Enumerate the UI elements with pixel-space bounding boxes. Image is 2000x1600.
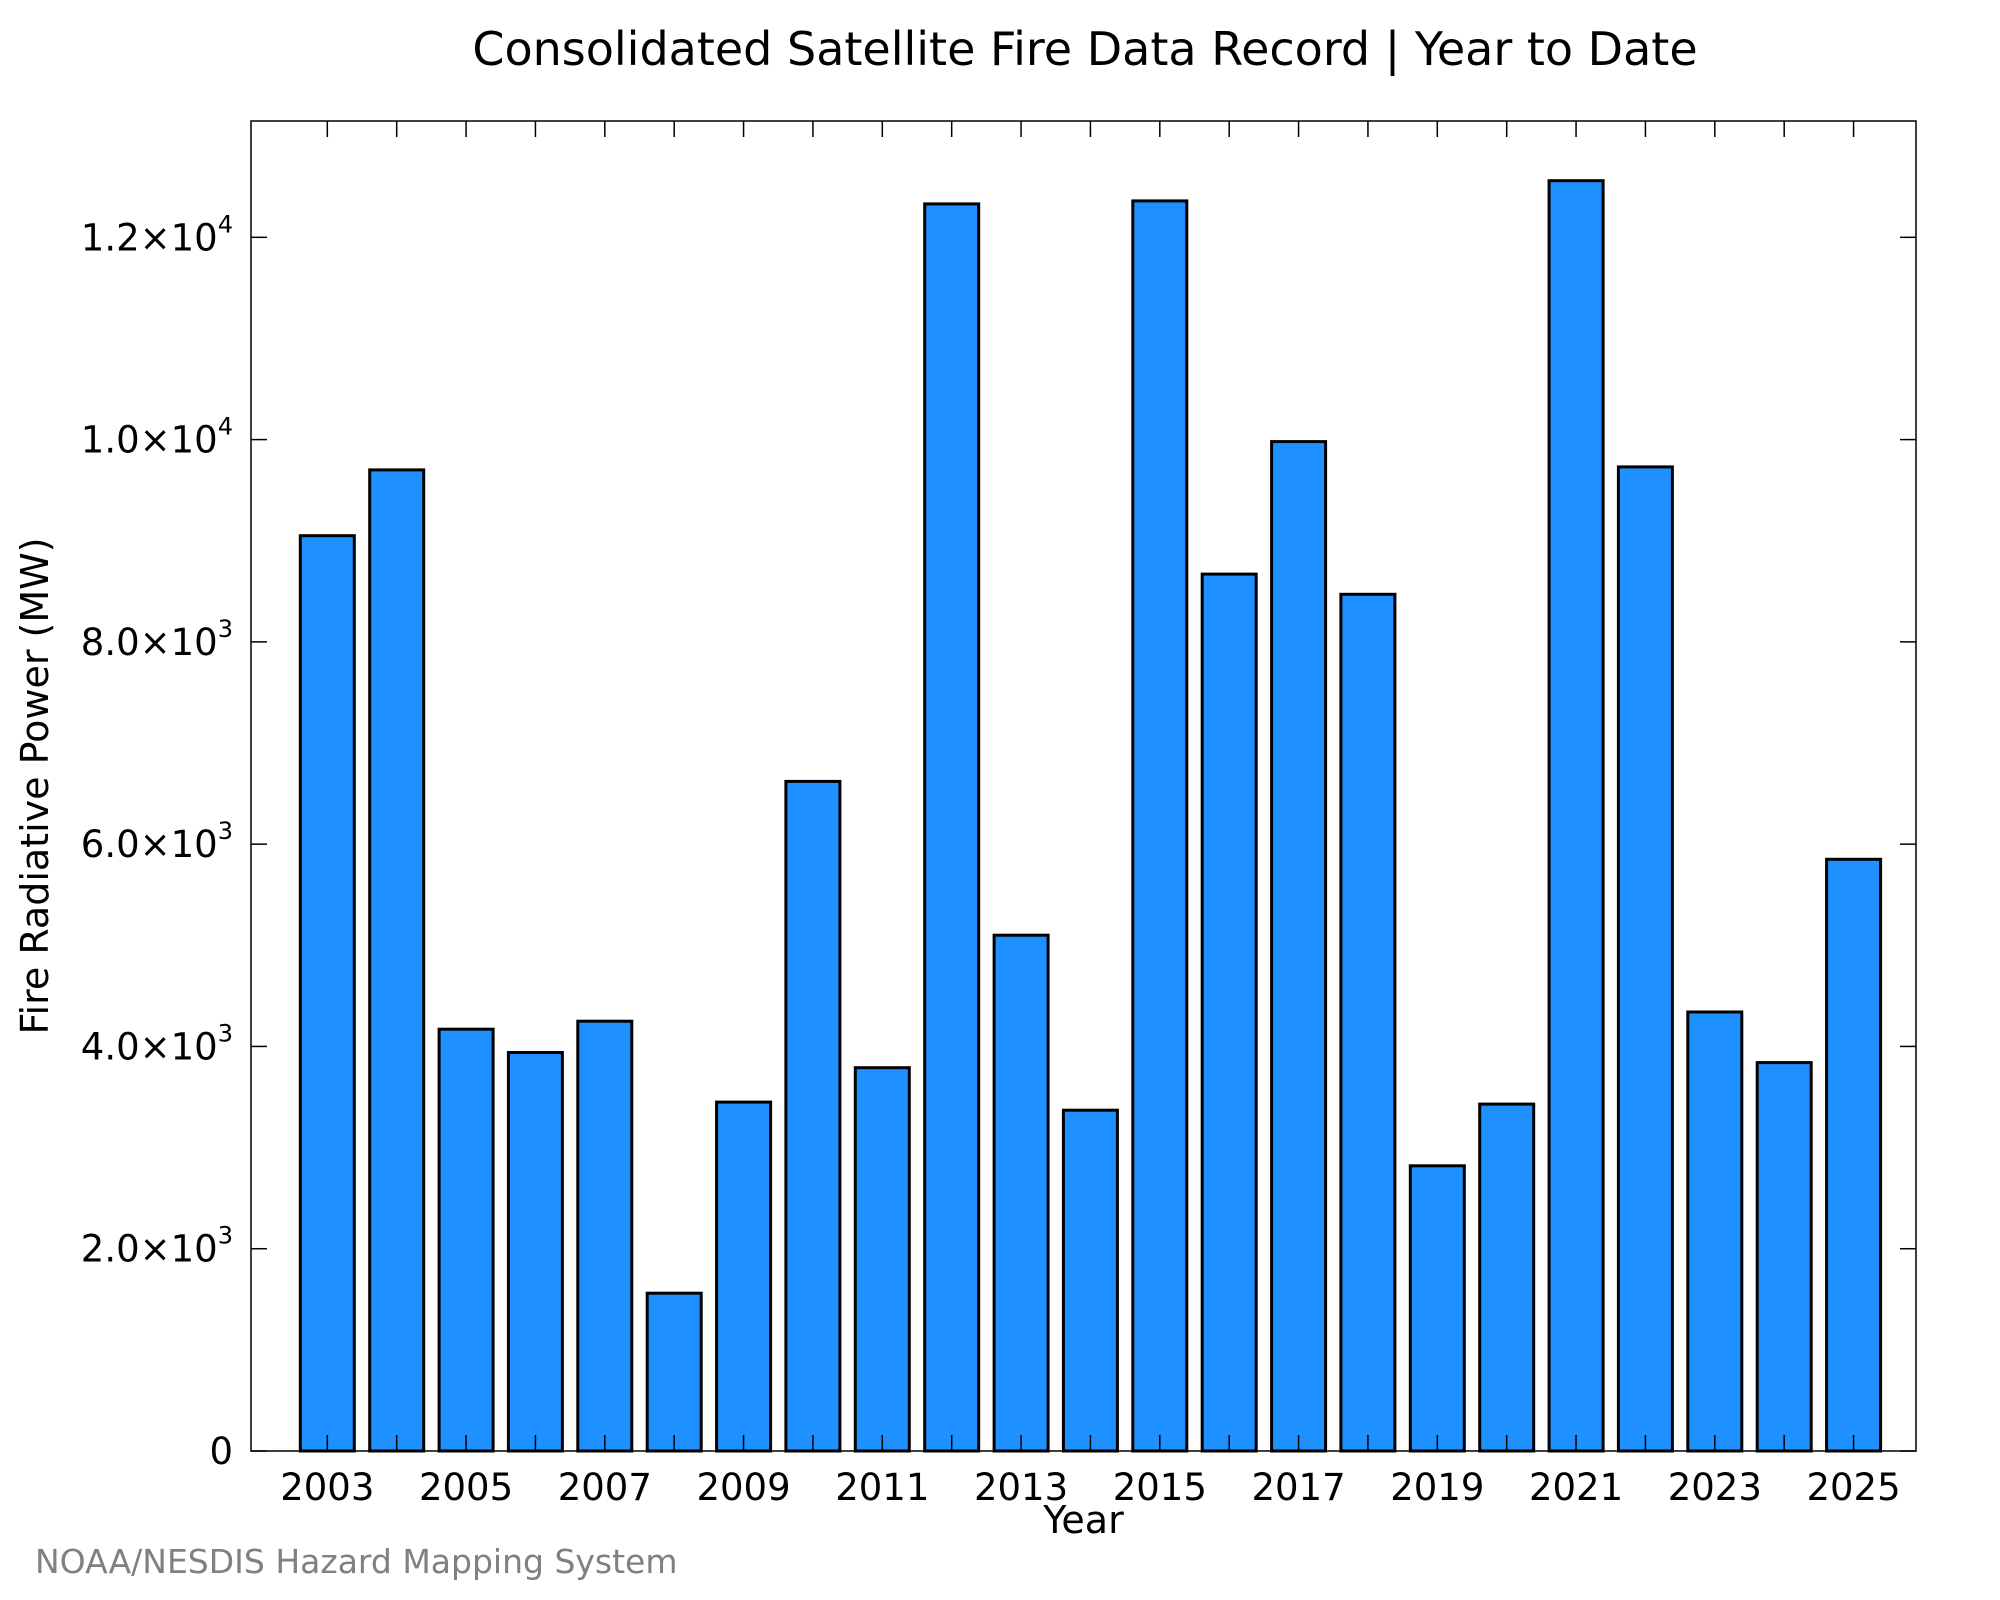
x-tick-label-2023: 2023: [1668, 1466, 1762, 1509]
tick-labels-layer: 2003 2005 2007 2009 2011 2013 2015 2017 2019 2021…: [81, 210, 1901, 1509]
x-tick-label-2005: 2005: [419, 1466, 513, 1509]
bar-2020: [1478, 1102, 1536, 1453]
y-tick-label-10000: 1.0×104: [81, 413, 233, 462]
x-tick-label-2021: 2021: [1529, 1466, 1623, 1509]
bar-2008: [645, 1291, 703, 1453]
y-tick-label-2000: 2.0×103: [81, 1222, 233, 1271]
y-tick-label-0: 0: [209, 1430, 233, 1473]
plot-frame: [250, 120, 1917, 1452]
bar-2010: [784, 779, 842, 1453]
y-axis-label: Fire Radiative Power (MW): [13, 537, 57, 1034]
x-tick-label-2017: 2017: [1251, 1466, 1345, 1509]
bar-2025: [1825, 857, 1883, 1453]
bar-2023: [1686, 1010, 1744, 1453]
bar-2016: [1200, 572, 1258, 1453]
bar-2022: [1616, 465, 1674, 1453]
bar-2024: [1755, 1061, 1813, 1453]
y-tick-label-6000: 6.0×103: [81, 817, 233, 866]
x-tick-label-2025: 2025: [1806, 1466, 1900, 1509]
y-tick-label-8000: 8.0×103: [81, 615, 233, 664]
bar-2004: [368, 468, 426, 1453]
bar-2012: [923, 202, 981, 1453]
x-tick-label-2007: 2007: [558, 1466, 652, 1509]
x-tick-label-2019: 2019: [1390, 1466, 1484, 1509]
bar-2003: [298, 534, 356, 1453]
y-tick-label-4000: 4.0×103: [81, 1019, 233, 1068]
y-tick-label-12000: 1.2×104: [81, 210, 233, 259]
bar-2017: [1270, 440, 1328, 1453]
bar-2011: [853, 1066, 911, 1453]
bar-2006: [506, 1051, 564, 1453]
bar-2007: [576, 1019, 634, 1453]
x-tick-label-2009: 2009: [696, 1466, 790, 1509]
bar-2019: [1408, 1164, 1466, 1453]
bar-2021: [1547, 179, 1605, 1453]
x-tick-label-2013: 2013: [974, 1466, 1068, 1509]
x-tick-label-2015: 2015: [1113, 1466, 1207, 1509]
chart-title: Consolidated Satellite Fire Data Record …: [472, 22, 1697, 77]
bars-layer: [298, 179, 1883, 1453]
bar-2015: [1131, 199, 1189, 1453]
x-tick-label-2011: 2011: [835, 1466, 929, 1509]
bar-2013: [992, 933, 1050, 1453]
bar-2014: [1061, 1108, 1119, 1453]
bar-2005: [437, 1027, 495, 1453]
footer-source-text: NOAA/NESDIS Hazard Mapping System: [35, 1542, 678, 1581]
x-tick-label-2003: 2003: [280, 1466, 374, 1509]
x-axis-label: Year: [1042, 1498, 1124, 1542]
bar-2018: [1339, 592, 1397, 1453]
bar-2009: [715, 1100, 773, 1453]
